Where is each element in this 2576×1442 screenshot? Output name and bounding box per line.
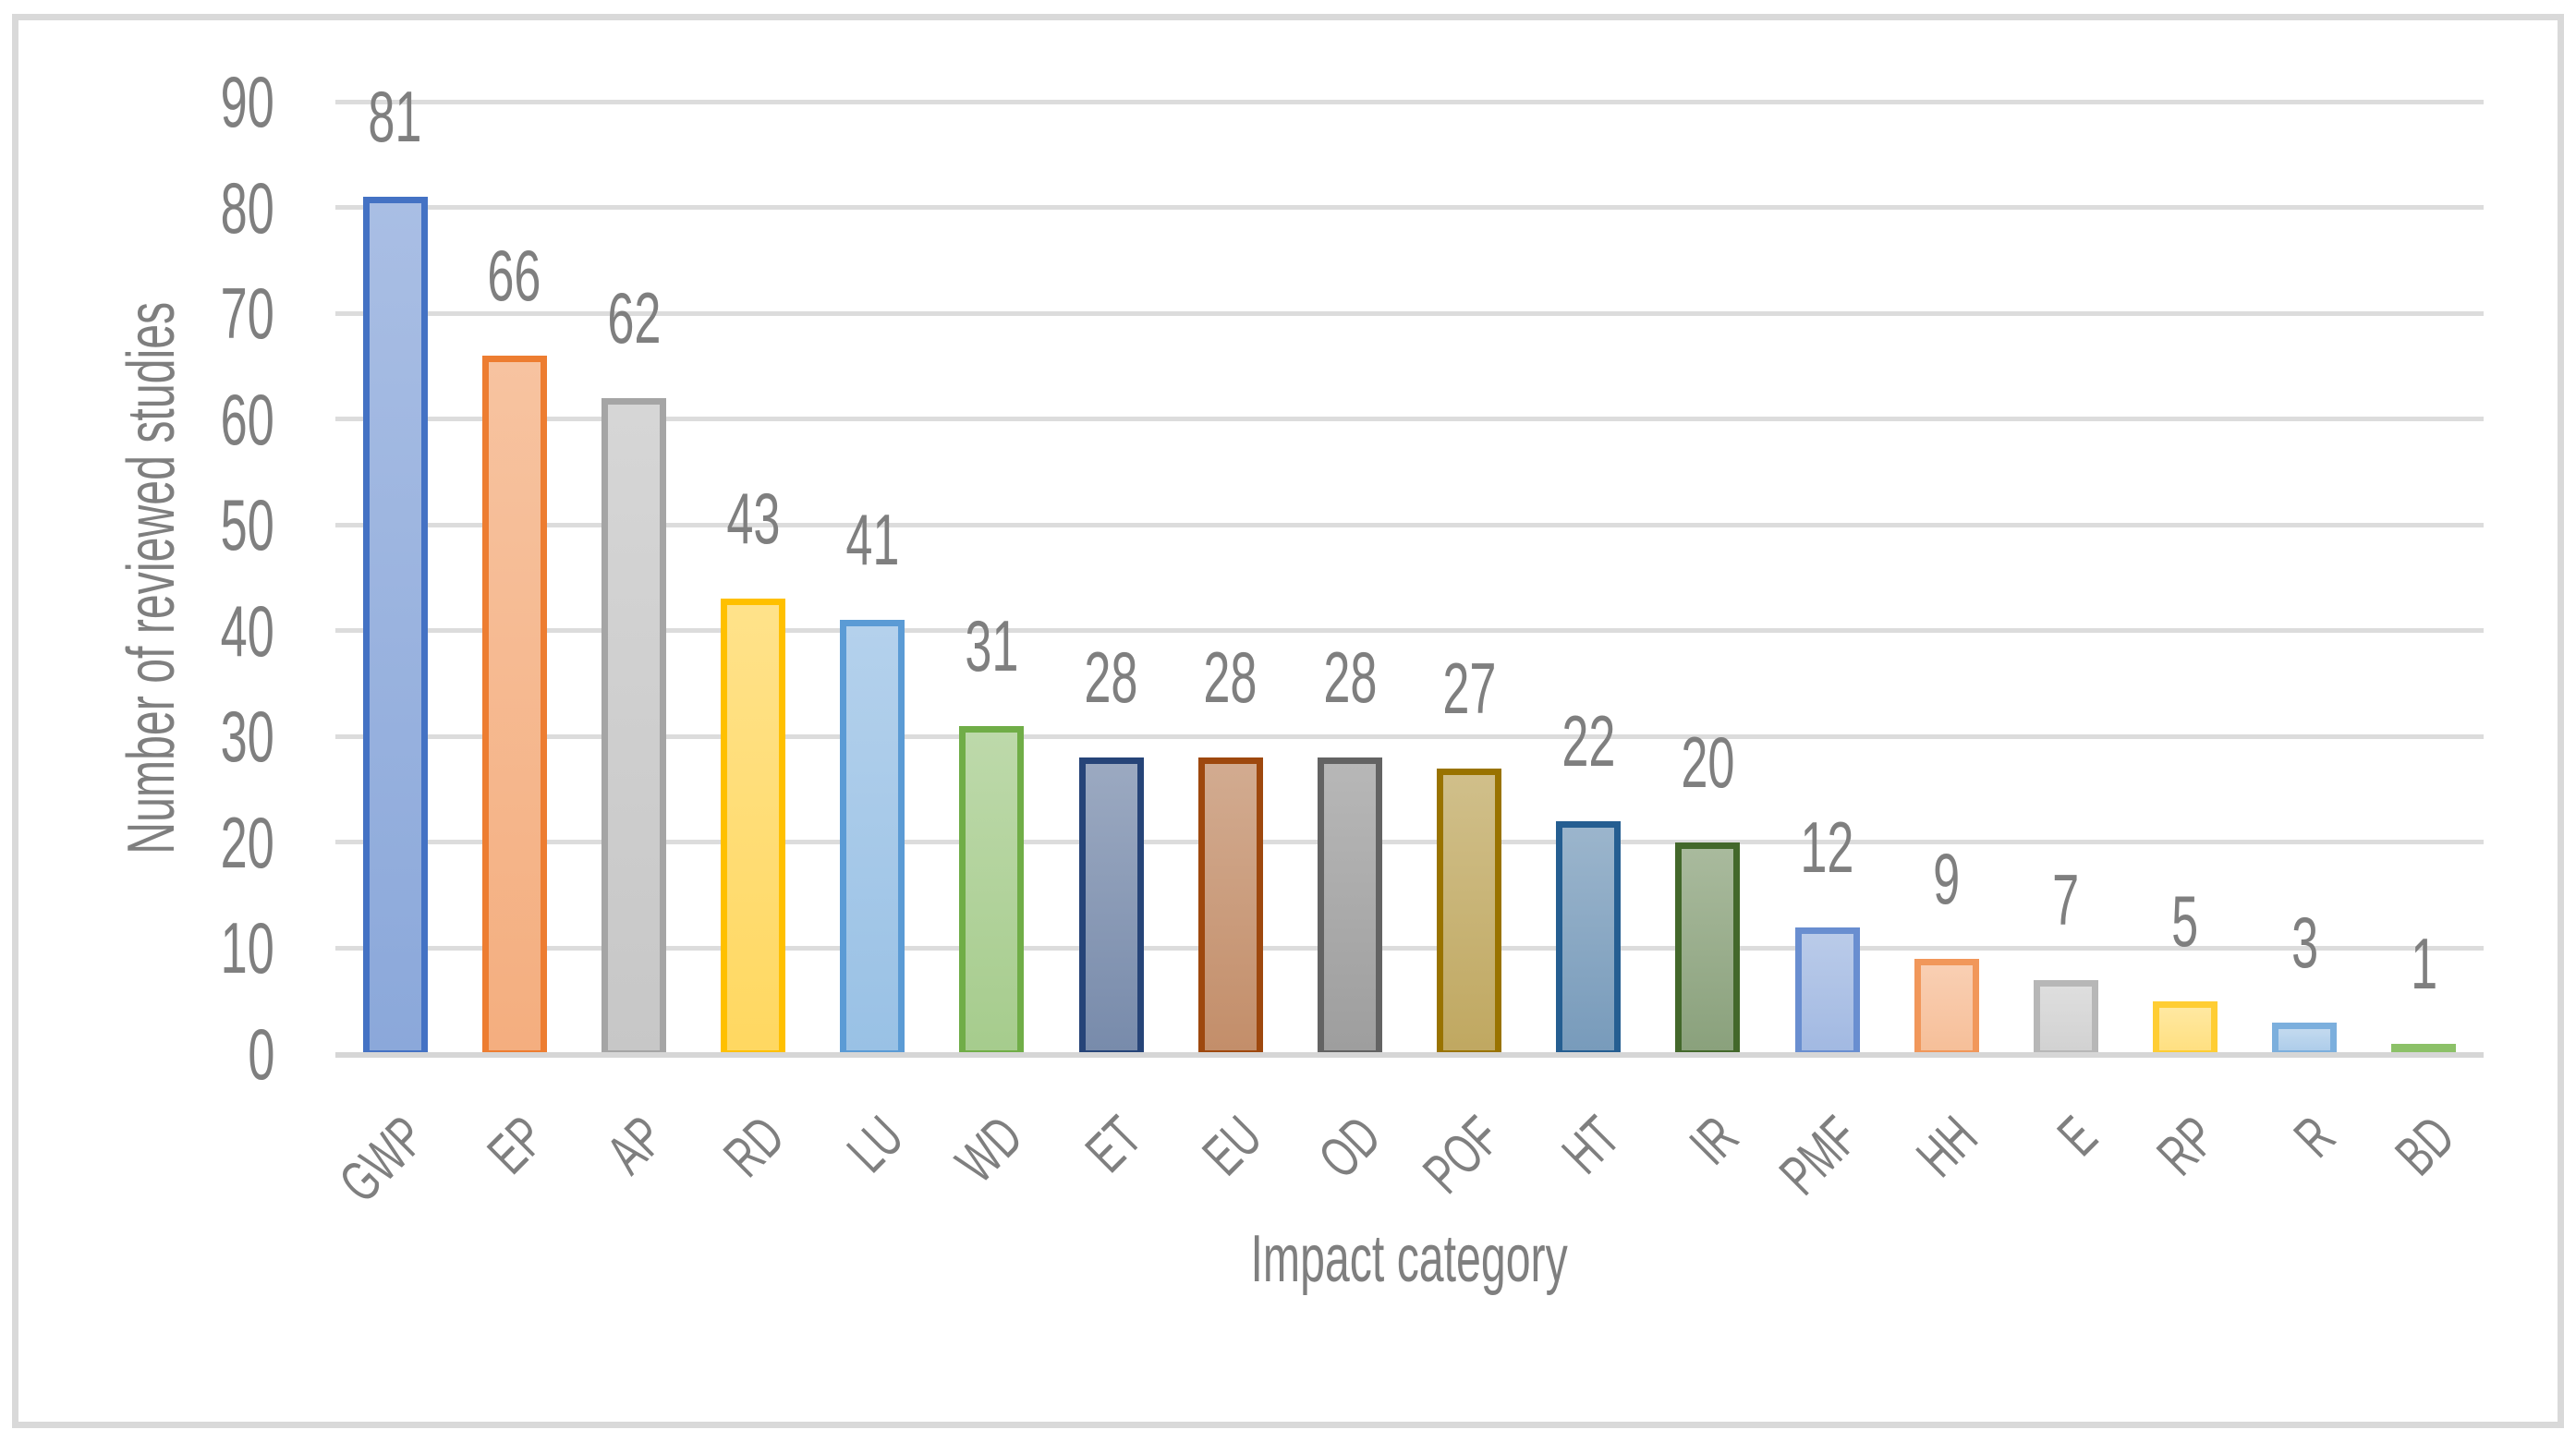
x-axis-title-text: Impact category [1250, 1222, 1569, 1296]
bar-value-label: 62 [495, 276, 772, 359]
bar-value-text: 41 [845, 499, 900, 581]
y-tick-label: 70 [0, 269, 274, 357]
bar-AP [601, 397, 666, 1057]
y-tick-text: 10 [220, 907, 274, 989]
bar-value-label: 20 [1569, 721, 1846, 804]
y-tick-text: 40 [220, 589, 274, 672]
bar-value-text: 62 [606, 276, 661, 358]
y-tick-label: 30 [0, 692, 274, 781]
gridline [335, 310, 2484, 316]
y-tick-label: 40 [0, 587, 274, 675]
bar-HH [1914, 958, 1979, 1057]
bar-E [2033, 979, 2098, 1057]
bar-GWP [362, 197, 428, 1057]
y-tick-label: 80 [0, 164, 274, 252]
bar-RP [2153, 1000, 2218, 1057]
y-tick-text: 60 [220, 378, 274, 460]
bar-POF [1437, 768, 1502, 1057]
chart-border-frame [12, 14, 2564, 1428]
y-tick-label: 20 [0, 798, 274, 887]
bar-value-text: 3 [2290, 901, 2318, 983]
bar-HT [1556, 820, 1622, 1057]
bar-value-text: 1 [2410, 922, 2437, 1004]
bar-value-text: 43 [726, 478, 781, 560]
y-tick-text: 0 [247, 1013, 274, 1095]
bar-value-text: 81 [368, 76, 422, 158]
gridline [335, 628, 2484, 634]
y-tick-text: 50 [220, 484, 274, 566]
bar-value-text: 20 [1681, 721, 1735, 803]
bar-RD [721, 599, 786, 1057]
bar-EU [1197, 757, 1263, 1057]
gridline [335, 840, 2484, 845]
bar-value-text: 28 [1084, 636, 1138, 719]
gridline [335, 733, 2484, 739]
x-axis-line [335, 1052, 2484, 1058]
bar-value-text: 22 [1561, 699, 1616, 782]
bar-value-label: 3 [2166, 901, 2443, 984]
bar-value-text: 66 [487, 234, 541, 316]
bar-value-text: 27 [1442, 647, 1497, 729]
gridline [335, 945, 2484, 951]
bar-LU [840, 620, 905, 1057]
y-tick-text: 90 [220, 61, 274, 142]
bar-value-label: 43 [614, 477, 892, 560]
x-axis-title: Impact category [335, 1218, 2484, 1301]
bar-EP [481, 355, 547, 1057]
bar-value-text: 9 [1933, 837, 1961, 919]
y-tick-text: 70 [220, 273, 274, 355]
bar-PMF [1794, 927, 1860, 1057]
bar-value-label: 28 [1092, 636, 1369, 719]
y-tick-text: 80 [220, 166, 274, 248]
bar-value-text: 31 [965, 604, 1019, 686]
y-tick-label: 60 [0, 375, 274, 464]
y-tick-text: 20 [220, 801, 274, 883]
bar-value-text: 7 [2052, 858, 2080, 940]
bar-value-text: 12 [1800, 806, 1854, 888]
bar-IR [1675, 842, 1741, 1057]
bar-value-label: 41 [734, 498, 1011, 581]
bar-value-label: 27 [1331, 647, 1608, 730]
y-tick-text: 30 [220, 696, 274, 778]
bar-value-label: 1 [2285, 922, 2562, 1005]
gridline [335, 99, 2484, 104]
bar-value-label: 12 [1689, 806, 1966, 889]
bar-value-label: 28 [973, 636, 1250, 719]
y-tick-label: 0 [0, 1010, 274, 1098]
bar-value-label: 9 [1808, 837, 2085, 920]
bar-WD [959, 725, 1025, 1057]
bar-value-label: 81 [257, 75, 534, 158]
bar-value-label: 31 [853, 604, 1130, 687]
bar-value-label: 28 [1211, 636, 1488, 719]
bar-value-label: 22 [1450, 699, 1727, 782]
y-tick-label: 10 [0, 903, 274, 992]
gridline [335, 522, 2484, 527]
gridline [335, 205, 2484, 211]
y-tick-label: 50 [0, 480, 274, 569]
bar-value-text: 28 [1322, 636, 1377, 719]
y-tick-label: 90 [0, 57, 274, 146]
bar-value-text: 5 [2171, 879, 2199, 962]
bar-R [2272, 1022, 2338, 1057]
gridline [335, 417, 2484, 422]
bar-ET [1078, 757, 1144, 1057]
bar-value-label: 5 [2047, 879, 2324, 963]
bar-value-label: 7 [1927, 858, 2205, 941]
bar-value-label: 66 [376, 234, 653, 317]
bar-OD [1317, 757, 1382, 1057]
bar-value-text: 28 [1203, 636, 1258, 719]
